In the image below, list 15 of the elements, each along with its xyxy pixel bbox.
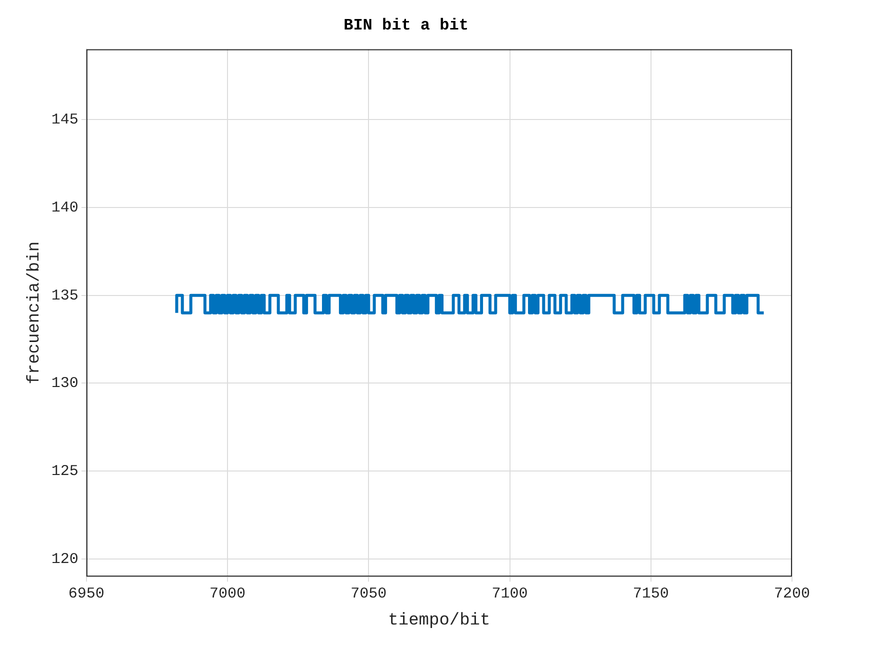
x-tick-label: 7000 xyxy=(210,586,246,603)
x-axis-title: tiempo/bit xyxy=(388,611,490,630)
x-tick-label: 7150 xyxy=(632,586,669,603)
x-tick-label: 6950 xyxy=(68,586,104,603)
y-tick-label: 140 xyxy=(51,199,78,216)
y-tick-label: 120 xyxy=(51,550,78,568)
y-tick-label: 130 xyxy=(51,375,78,392)
y-tick-label: 125 xyxy=(51,463,78,480)
x-tick-label: 7050 xyxy=(350,586,387,603)
x-tick-label: 7100 xyxy=(492,586,528,603)
x-tick-label: 7200 xyxy=(774,586,810,603)
y-tick-label: 145 xyxy=(51,111,78,128)
y-tick-label: 135 xyxy=(51,287,78,304)
chart-title: BIN bit a bit xyxy=(344,16,468,35)
y-axis-title: frecuencia/bin xyxy=(26,241,45,384)
